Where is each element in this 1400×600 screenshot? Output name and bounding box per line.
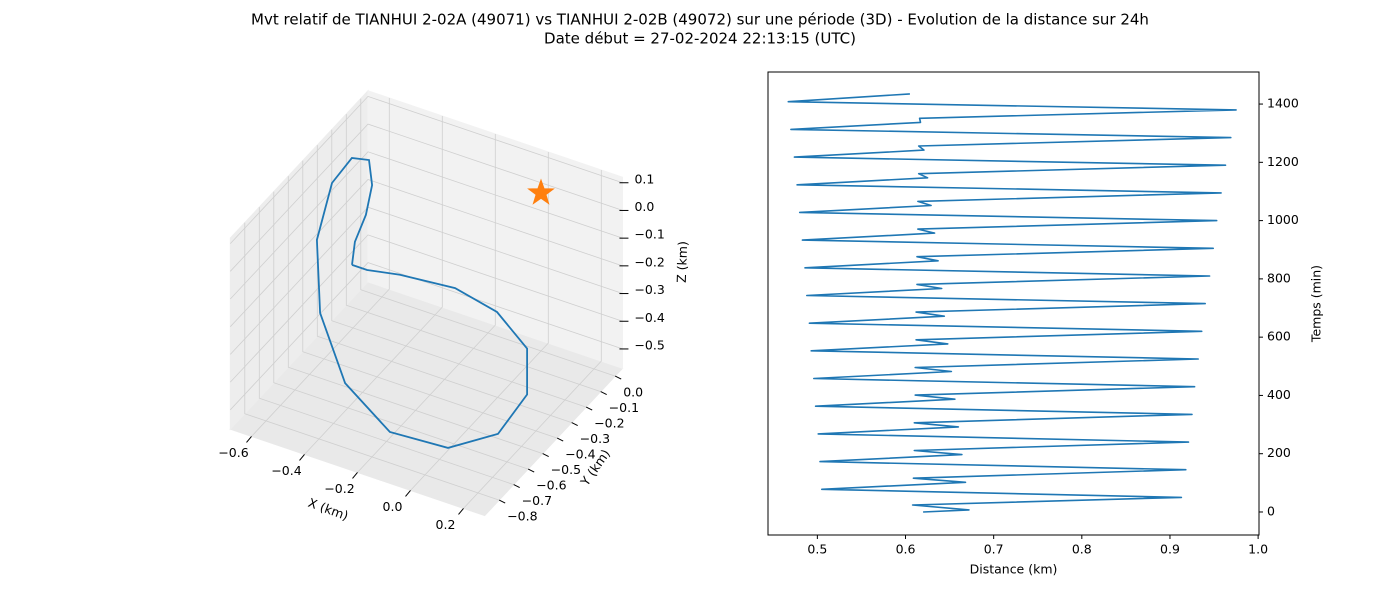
- y-tick-label: 1400: [1267, 96, 1299, 111]
- y-tick-label: −0.5: [551, 462, 581, 477]
- y-tick-label: 1200: [1267, 154, 1299, 169]
- y-tick: [542, 453, 549, 458]
- grid-line: [287, 176, 543, 454]
- y-tick-label: −0.1: [609, 400, 639, 415]
- grid-line: [345, 114, 601, 392]
- z-axis-label: Z (km): [674, 241, 690, 283]
- grid-line: [273, 191, 529, 470]
- distance-line: [787, 93, 1237, 513]
- x-tick: [352, 472, 358, 479]
- x-tick: [246, 436, 252, 443]
- y-tick-label: −0.7: [522, 493, 552, 508]
- y-tick-label: −0.8: [507, 509, 537, 524]
- x-tick-label: 0.7: [984, 542, 1004, 557]
- grid-line: [463, 170, 602, 509]
- y-tick-label: 0: [1267, 503, 1275, 518]
- grid-line: [316, 145, 572, 423]
- y-tick-label: −0.3: [580, 431, 610, 446]
- z-tick-label: −0.2: [634, 254, 664, 269]
- y-tick: [527, 468, 535, 473]
- y-tick: [498, 499, 506, 504]
- y-tick: [513, 484, 520, 489]
- x-tick-label: 0.2: [436, 517, 456, 532]
- y-tick: [556, 437, 564, 442]
- z-tick-label: 0.0: [634, 199, 654, 214]
- x-tick-label: −0.6: [218, 445, 248, 460]
- y-tick-label: 600: [1267, 329, 1291, 344]
- x-tick-label: −0.2: [324, 481, 354, 496]
- z-tick-label: −0.5: [634, 337, 664, 352]
- grid-line: [230, 151, 623, 300]
- grid-line: [304, 116, 443, 455]
- grid-line: [230, 234, 623, 383]
- y-tick-label: −0.4: [565, 447, 595, 462]
- grid-line: [230, 179, 623, 327]
- reference-marker: [527, 178, 555, 205]
- grid-line: [251, 98, 390, 437]
- y-tick-label: −0.6: [536, 478, 566, 493]
- y-tick: [614, 375, 622, 380]
- y-tick-label: 400: [1267, 387, 1291, 402]
- x-tick-label: 0.5: [807, 542, 827, 557]
- trajectory-line: [315, 157, 528, 449]
- grid-line: [230, 123, 623, 272]
- x-tick-label: 0.0: [383, 499, 403, 514]
- y-tick: [600, 391, 607, 396]
- y-tick: [585, 406, 593, 411]
- x-tick: [299, 454, 305, 461]
- grid-line: [258, 207, 514, 485]
- x-tick-label: −0.4: [271, 463, 301, 478]
- y-tick: [571, 422, 578, 427]
- z-tick-label: −0.1: [634, 227, 664, 242]
- grid-line: [230, 262, 623, 411]
- y-tick-label: 0.0: [623, 385, 643, 400]
- x-tick-label: 0.6: [896, 542, 916, 557]
- x-tick-label: 0.9: [1160, 542, 1180, 557]
- x-tick-label: 1.0: [1248, 542, 1268, 557]
- z-tick-label: 0.1: [634, 171, 654, 186]
- y-tick-label: 800: [1267, 270, 1291, 285]
- figure-subtitle: Date début = 27-02-2024 22:13:15 (UTC): [544, 30, 856, 48]
- y-axis-label: Temps (min): [1309, 265, 1324, 343]
- y-tick-label: 200: [1267, 445, 1291, 460]
- grid-line: [360, 98, 616, 377]
- x-tick: [458, 508, 464, 515]
- y-tick-label: −0.2: [594, 416, 624, 431]
- x-tick-label: 0.8: [1072, 542, 1092, 557]
- plot-frame: [767, 71, 1260, 536]
- z-tick-label: −0.3: [634, 282, 664, 297]
- grid-line: [302, 160, 558, 439]
- x-axis-label: X (km): [306, 495, 350, 523]
- grid-line: [410, 152, 549, 491]
- grid-line: [331, 129, 587, 408]
- x-axis-label: Distance (km): [970, 562, 1058, 577]
- grid-line: [357, 134, 496, 473]
- y-tick-label: 1000: [1267, 212, 1299, 227]
- x-tick: [405, 490, 411, 497]
- figure-title: Mvt relatif de TIANHUI 2-02A (49071) vs …: [251, 11, 1149, 29]
- grid-line: [244, 222, 500, 501]
- z-tick-label: −0.4: [634, 310, 664, 325]
- grid-line: [230, 95, 623, 244]
